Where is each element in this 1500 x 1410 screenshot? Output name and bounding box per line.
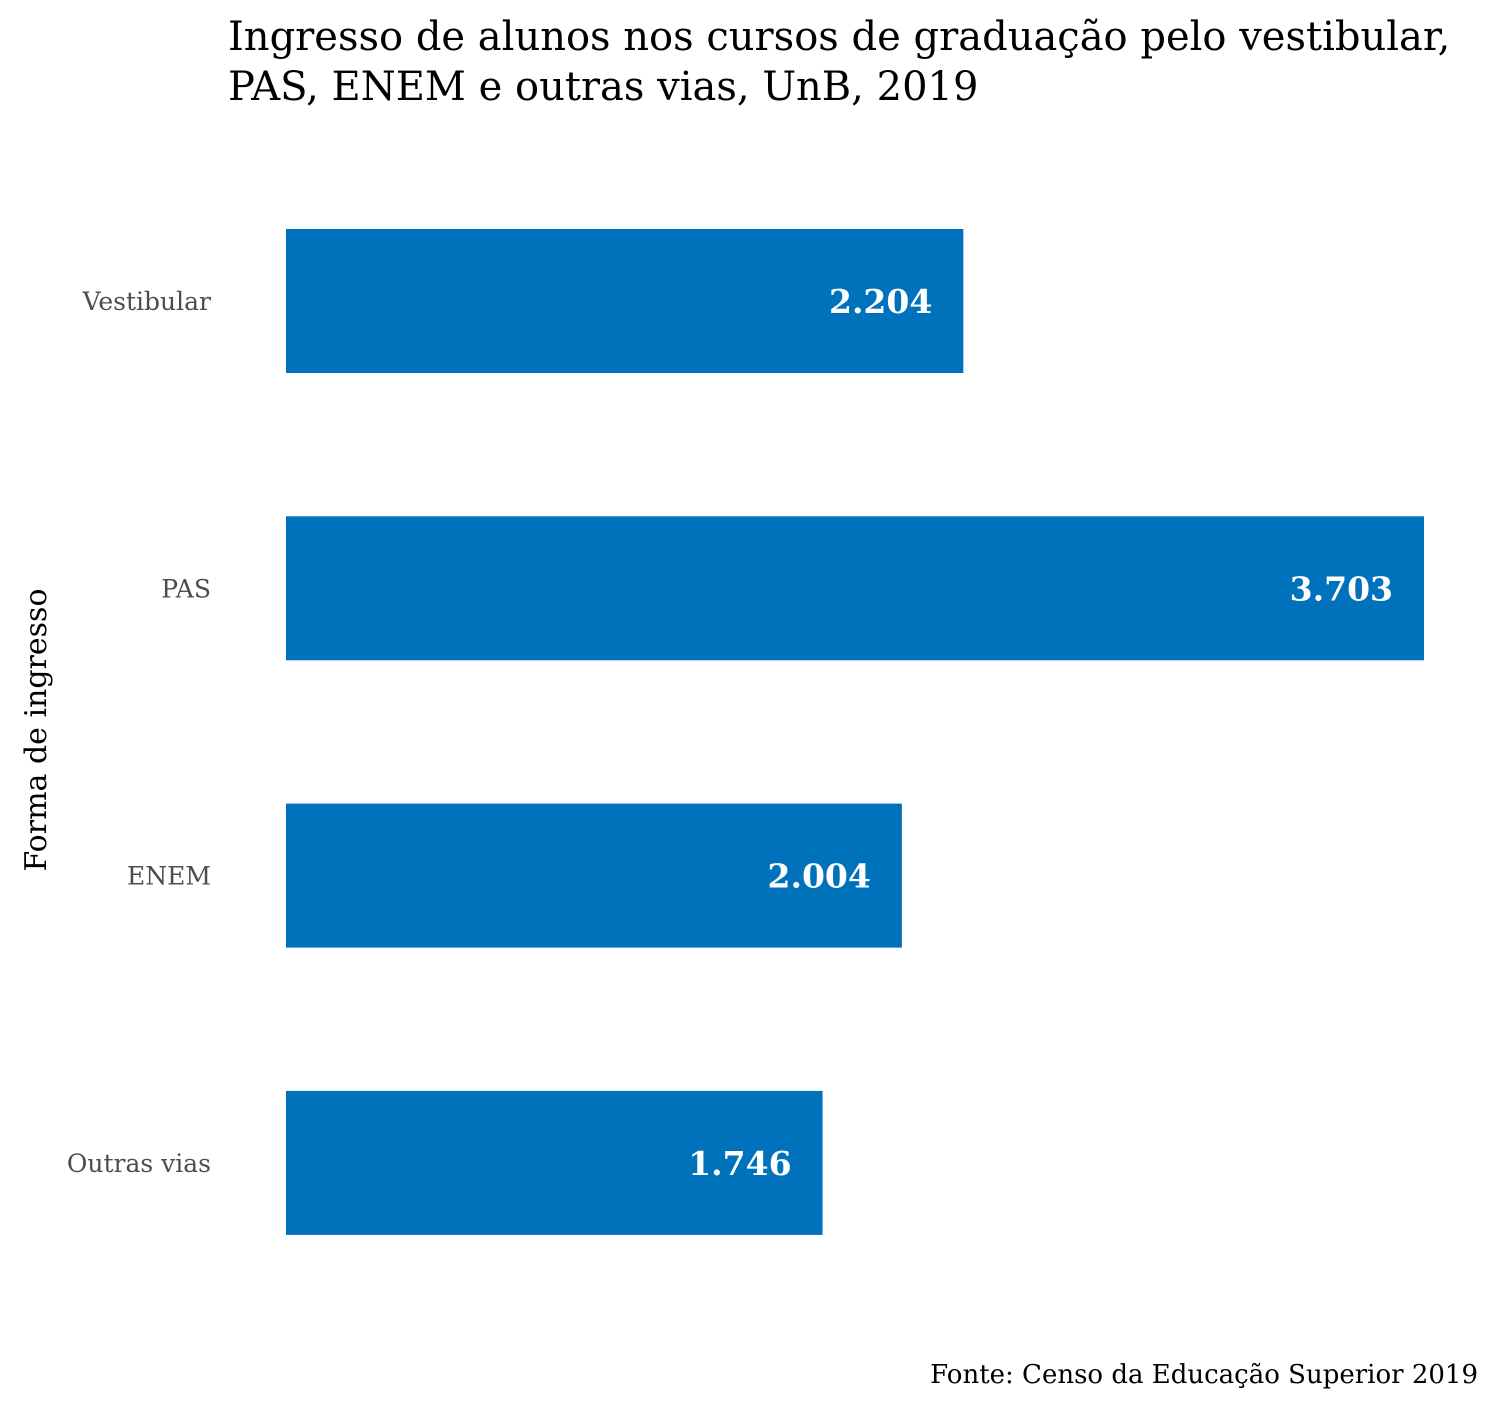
category-label-pas: PAS xyxy=(161,574,211,603)
bar-pas xyxy=(286,516,1424,661)
value-label-enem: 2.004 xyxy=(768,857,871,896)
value-label-outras-vias: 1.746 xyxy=(688,1144,791,1183)
chart-title-line-1: Ingresso de alunos nos cursos de graduaç… xyxy=(228,14,1450,60)
chart-caption: Fonte: Censo da Educação Superior 2019 xyxy=(930,1360,1478,1390)
bar-outras-vias xyxy=(286,1090,823,1235)
chart-title-line-2: PAS, ENEM e outras vias, UnB, 2019 xyxy=(228,64,978,110)
category-label-vestibular: Vestibular xyxy=(82,287,211,316)
y-axis-title: Forma de ingresso xyxy=(19,588,54,871)
value-label-pas: 3.703 xyxy=(1290,569,1393,608)
bars-layer: Vestibular 2.204 PAS 3.703 ENEM 2.004 Outras v… xyxy=(67,229,1424,1235)
bar-enem xyxy=(286,803,902,948)
category-label-enem: ENEM xyxy=(127,862,211,891)
bar-vestibular xyxy=(286,229,964,373)
value-label-vestibular: 2.204 xyxy=(829,282,932,321)
category-label-outras-vias: Outras vias xyxy=(67,1149,211,1178)
